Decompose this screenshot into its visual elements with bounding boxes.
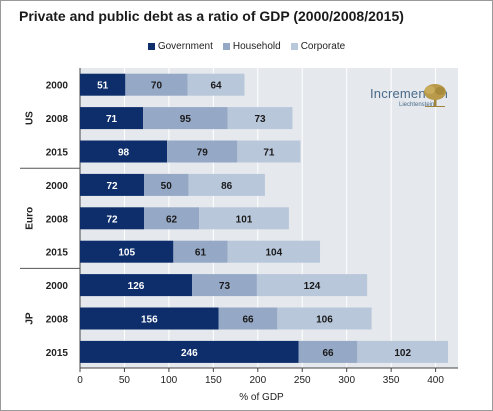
data-label: 156 [141, 315, 158, 326]
data-label: 126 [128, 281, 145, 292]
category-label: 2008 [46, 214, 69, 225]
bar-household [125, 73, 188, 96]
legend-item-corporate: Corporate [290, 39, 346, 53]
legend-label-household: Household [232, 40, 281, 52]
bar-corporate [187, 73, 245, 96]
bar-government [80, 73, 126, 96]
category-label: 2015 [46, 348, 69, 359]
legend-swatch-government [147, 42, 155, 50]
bar-household [192, 274, 257, 297]
bar-corporate [227, 107, 293, 130]
logo-subtitle: Liechtenstein [399, 102, 435, 108]
bar-household [143, 107, 228, 130]
bar-corporate [277, 307, 372, 330]
legend-label-government: Government [157, 40, 213, 52]
bar-household [144, 173, 189, 196]
category-panel [20, 68, 80, 368]
bar-household [167, 140, 238, 163]
category-label: 2008 [46, 315, 69, 326]
chart-legend: Government Household Corporate [0, 39, 493, 53]
bar-household [144, 207, 200, 230]
bar-household [173, 240, 228, 263]
bar-corporate [357, 340, 449, 363]
data-label: 124 [304, 281, 321, 292]
data-label: 66 [242, 315, 254, 326]
legend-label-corporate: Corporate [300, 40, 346, 52]
bar-corporate [256, 274, 368, 297]
x-tick-label: 250 [294, 375, 311, 386]
data-label: 101 [236, 214, 253, 225]
bar-government [80, 107, 144, 130]
bar-household [298, 340, 358, 363]
bar-government [80, 140, 168, 163]
data-label: 72 [106, 181, 118, 192]
legend-item-government: Government [147, 39, 213, 53]
group-label: Euro [25, 207, 36, 230]
x-tick-label: 0 [77, 375, 83, 386]
data-label: 51 [97, 81, 109, 92]
data-label: 64 [210, 81, 222, 92]
data-label: 105 [118, 248, 135, 259]
legend-swatch-household [222, 42, 230, 50]
bar-corporate [199, 207, 289, 230]
group-label: US [25, 111, 36, 125]
data-label: 79 [197, 148, 209, 159]
bar-government [80, 307, 219, 330]
category-label: 2015 [46, 248, 69, 259]
bar-government [80, 173, 145, 196]
x-tick-label: 400 [427, 375, 444, 386]
chart-title: Private and public debt as a ratio of GD… [19, 8, 404, 24]
data-label: 50 [161, 181, 173, 192]
x-tick-label: 50 [119, 375, 131, 386]
bar-corporate [227, 240, 321, 263]
x-tick-label: 150 [205, 375, 222, 386]
legend-swatch-corporate [290, 42, 298, 50]
data-label: 95 [180, 114, 192, 125]
data-label: 73 [254, 114, 266, 125]
data-label: 102 [394, 348, 411, 359]
x-tick-label: 200 [249, 375, 266, 386]
bar-government [80, 207, 145, 230]
x-tick-label: 350 [383, 375, 400, 386]
data-label: 86 [221, 181, 233, 192]
bar-government [80, 240, 174, 263]
data-label: 246 [181, 348, 198, 359]
category-label: 2015 [46, 148, 69, 159]
data-label: 106 [316, 315, 333, 326]
data-label: 98 [118, 148, 130, 159]
category-label: 2000 [46, 81, 69, 92]
x-axis-label: % of GDP [239, 392, 284, 403]
group-label: JP [25, 312, 36, 325]
tree-icon [424, 84, 446, 107]
bar-household [218, 307, 278, 330]
data-label: 71 [106, 114, 118, 125]
category-label: 2000 [46, 281, 69, 292]
data-label: 70 [151, 81, 163, 92]
category-label: 2008 [46, 114, 69, 125]
data-label: 104 [265, 248, 282, 259]
incrementum-logo: Incrementum Liechtenstein [370, 80, 450, 120]
data-label: 71 [263, 148, 275, 159]
x-tick-label: 100 [161, 375, 178, 386]
legend-item-household: Household [222, 39, 281, 53]
category-label: 2000 [46, 181, 69, 192]
bar-corporate [188, 173, 265, 196]
data-label: 62 [166, 214, 178, 225]
data-label: 72 [106, 214, 118, 225]
data-label: 73 [219, 281, 231, 292]
bar-corporate [237, 140, 301, 163]
bar-government [80, 340, 299, 363]
x-tick-label: 300 [338, 375, 355, 386]
data-label: 61 [195, 248, 207, 259]
bar-government [80, 274, 193, 297]
data-label: 66 [322, 348, 334, 359]
